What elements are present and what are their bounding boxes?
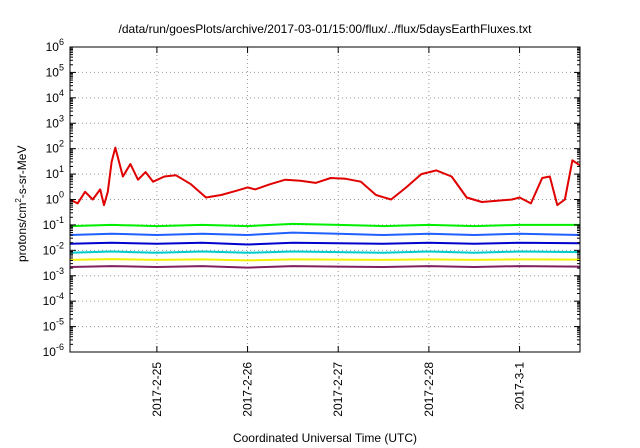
series-line-4 [69,250,581,254]
y-tick-labels: 10-6 10-5 10-4 10-3 10-2 10-1 100 101 102 103 104 1… [43,37,64,359]
grid-lines [70,47,580,352]
x-tick-label: 2017-2-25 [150,362,164,417]
y-tick-label: 105 [46,62,64,79]
series-line-0 [69,146,581,207]
y-tick-label: 100 [46,190,64,207]
series-line-3 [69,241,581,246]
y-tick-label: 10-3 [43,266,64,283]
series-line-5 [69,258,581,262]
axis-ticks [70,46,580,353]
x-axis-label: Coordinated Universal Time (UTC) [232,431,418,445]
series-line-2 [69,231,581,236]
y-tick-label: 10-5 [43,317,64,334]
x-tick-label: 2017-3-1 [513,362,527,410]
y-tick-label: 104 [46,88,64,105]
y-tick-label: 103 [46,113,64,130]
y-tick-label: 102 [46,139,64,156]
x-tick-labels: 2017-2-25 2017-2-26 2017-2-27 2017-2-28 2017… [150,362,527,417]
y-tick-label: 101 [46,164,64,181]
x-tick-label: 2017-2-28 [422,362,436,417]
chart-title: /data/run/goesPlots/archive/2017-03-01/1… [118,22,532,36]
x-tick-label: 2017-2-26 [241,362,255,417]
series-line-1 [69,222,580,228]
y-tick-label: 10-2 [43,240,64,257]
y-tick-label: 10-6 [43,342,64,359]
x-tick-label: 2017-2-27 [331,362,345,417]
series-layer [69,146,581,269]
series-line-6 [69,265,581,269]
y-tick-label: 10-4 [43,291,64,308]
y-tick-label: 106 [46,37,64,54]
y-tick-label: 10-1 [43,215,64,232]
